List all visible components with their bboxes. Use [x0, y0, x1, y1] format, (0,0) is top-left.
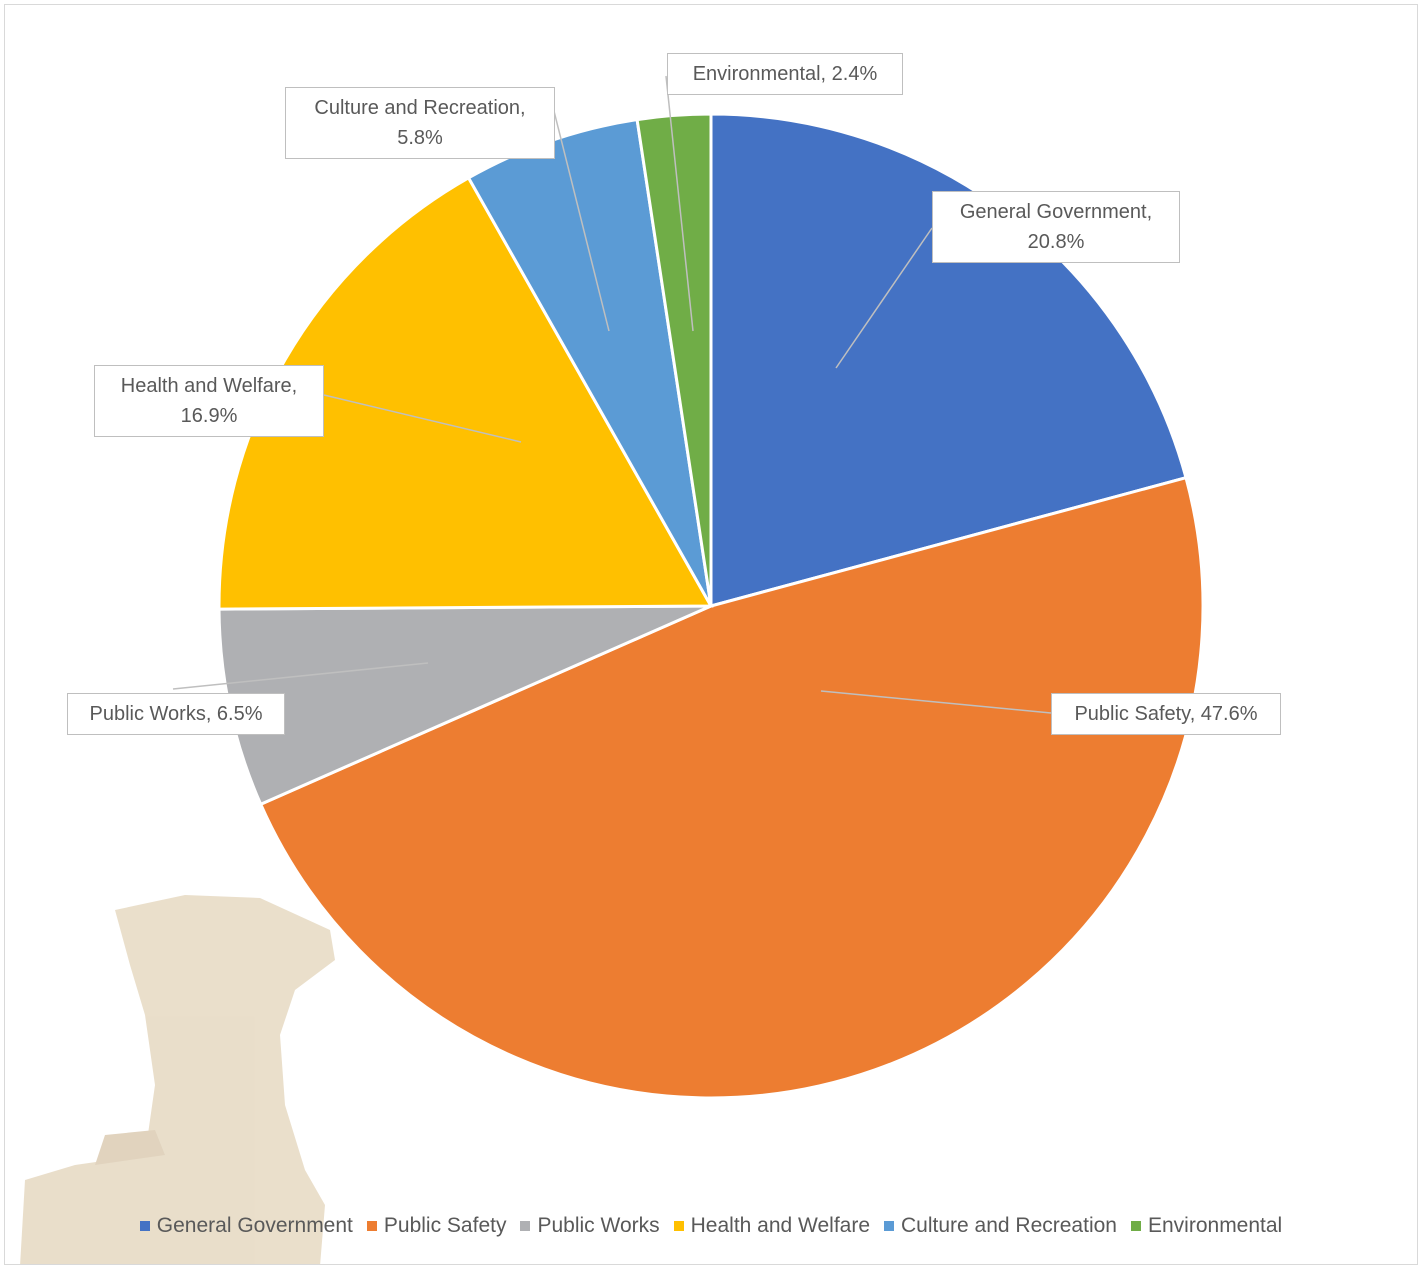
plot	[20, 75, 1205, 1264]
leader-line	[665, 75, 694, 332]
legend: General Government Public Safety Public Wo…	[5, 1214, 1417, 1238]
leader-line	[835, 227, 933, 369]
legend-label: Public Works	[537, 1214, 660, 1237]
data-label: Environmental, 2.4%	[667, 53, 903, 95]
legend-swatch	[139, 1221, 150, 1231]
rock-ledge	[95, 1130, 165, 1165]
leader-line	[553, 110, 610, 332]
legend-label: Culture and Recreation	[901, 1214, 1117, 1237]
legend-item: Culture and Recreation	[884, 1214, 1117, 1238]
data-label: General Government, 20.8%	[932, 191, 1180, 263]
legend-label: General Government	[156, 1214, 353, 1237]
data-label: Public Safety, 47.6%	[1051, 693, 1281, 735]
legend-item: Public Safety	[366, 1214, 507, 1238]
legend-swatch	[366, 1221, 377, 1231]
leader-line	[172, 662, 429, 690]
legend-item: Health and Welfare	[673, 1214, 871, 1238]
background-rock	[20, 895, 335, 1264]
data-label: Health and Welfare, 16.9%	[94, 365, 324, 437]
legend-swatch	[673, 1221, 684, 1231]
pie-slice	[217, 175, 714, 611]
legend-item: Environmental	[1130, 1214, 1283, 1238]
rock	[20, 895, 335, 1264]
legend-label: Environmental	[1147, 1214, 1283, 1237]
legend-label: Public Safety	[383, 1214, 507, 1237]
legend-swatch	[884, 1221, 895, 1231]
leader-line	[323, 394, 522, 443]
legend-item: Public Works	[520, 1214, 660, 1238]
data-label: Public Works, 6.5%	[67, 693, 285, 735]
legend-swatch	[520, 1221, 531, 1231]
legend-item: General Government	[139, 1214, 353, 1238]
data-label: Culture and Recreation, 5.8%	[285, 87, 555, 159]
pie-slice	[635, 112, 713, 607]
legend-swatch	[1130, 1221, 1141, 1231]
chart: General Government Public Safety Public Wo…	[4, 4, 1418, 1265]
legend-label: Health and Welfare	[690, 1214, 871, 1237]
leader-line	[820, 690, 1052, 714]
